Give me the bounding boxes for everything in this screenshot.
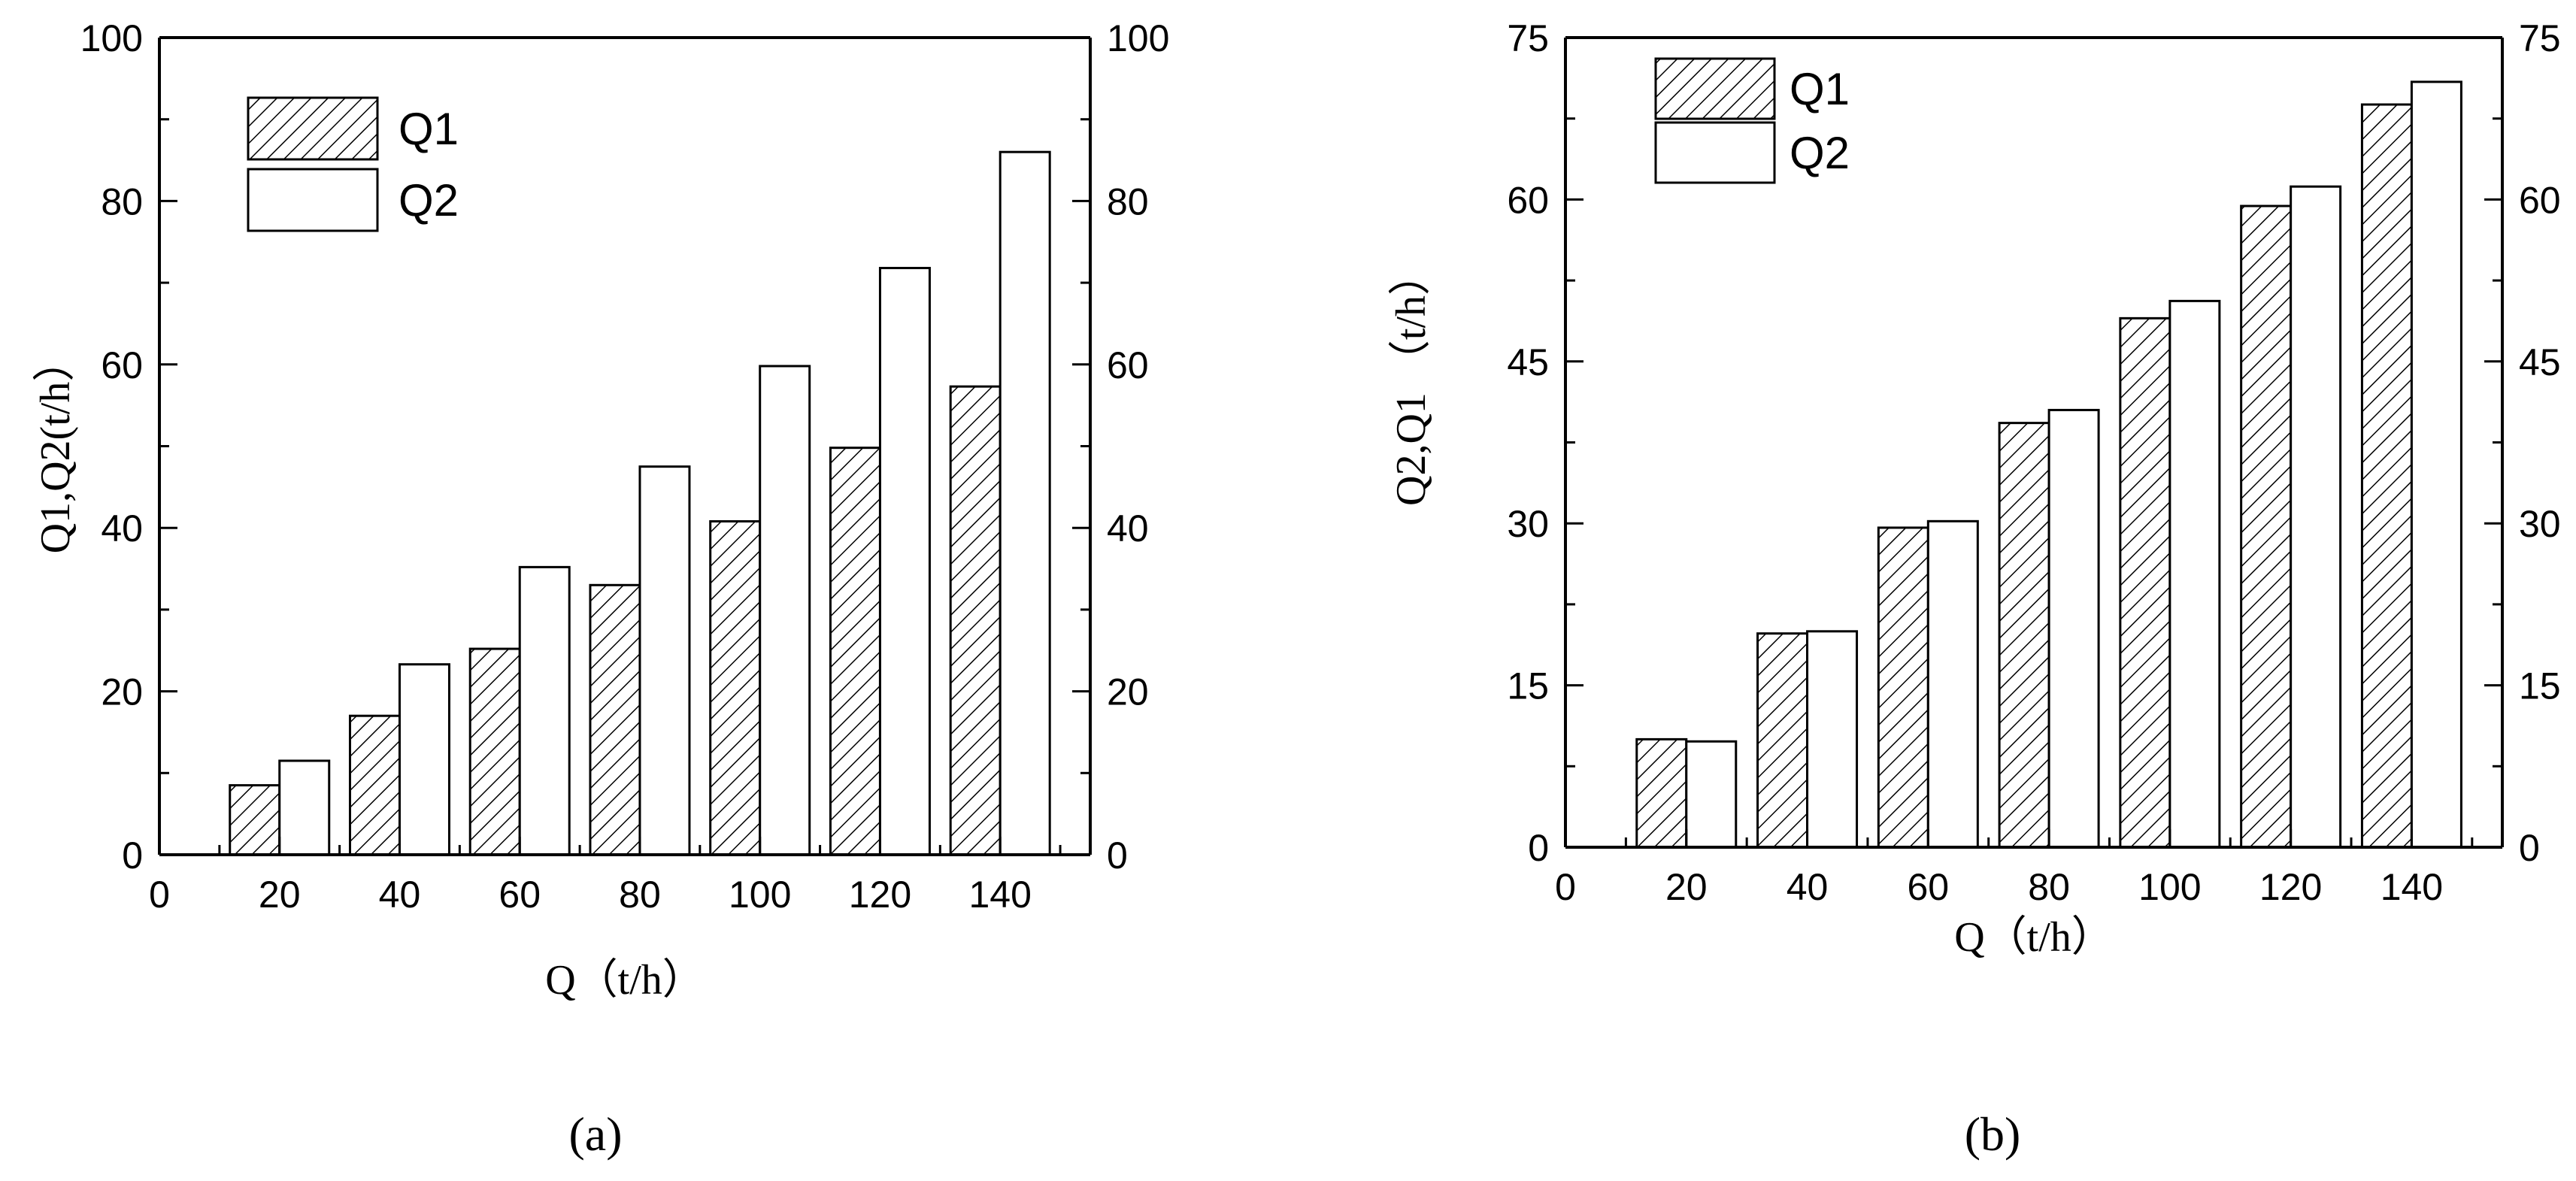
x-axis-label: Q（t/h） <box>1954 914 2114 961</box>
y-tick-label-right: 45 <box>2519 341 2561 383</box>
y-tick-label-left: 60 <box>101 344 143 386</box>
bar-q1-120 <box>829 447 881 856</box>
bar-q2-120 <box>878 267 931 856</box>
x-tick-label: 140 <box>2381 866 2443 908</box>
y-tick-label-left: 60 <box>1507 179 1549 221</box>
y-tick-label-right: 0 <box>2519 827 2540 869</box>
y-tick-label-left: 75 <box>1507 17 1549 59</box>
y-tick-label-right: 100 <box>1107 17 1169 59</box>
bar-q2-20 <box>1685 740 1738 849</box>
bar-q1-60 <box>468 647 521 856</box>
bar-q1-140 <box>949 385 1002 856</box>
y-axis-label: Q1,Q2(t/h） <box>32 340 79 554</box>
y-axis-label: Q2,Q1 （t/h） <box>1388 253 1435 506</box>
legend-label-q2: Q2 <box>399 175 459 226</box>
x-tick-label: 60 <box>1908 866 1950 908</box>
y-tick-label-left: 40 <box>101 507 143 550</box>
x-tick-label: 80 <box>2028 866 2070 908</box>
y-tick-label-right: 15 <box>2519 665 2561 707</box>
y-tick-label-right: 60 <box>2519 179 2561 221</box>
y-tick-label-left: 45 <box>1507 341 1549 383</box>
bar-q1-20 <box>1635 737 1688 849</box>
legend-label-q2: Q2 <box>1790 128 1850 178</box>
panel-label: (a) <box>568 1107 622 1161</box>
y-tick-label-left: 30 <box>1507 503 1549 545</box>
legend-label-q1: Q1 <box>399 104 459 154</box>
x-tick-label: 20 <box>1665 866 1708 908</box>
x-tick-label: 80 <box>619 874 661 916</box>
y-tick-label-right: 60 <box>1107 344 1149 386</box>
bar-q2-120 <box>2290 185 2342 849</box>
x-tick-label: 100 <box>729 874 791 916</box>
bar-q2-140 <box>999 150 1051 856</box>
y-tick-label-left: 15 <box>1507 665 1549 707</box>
y-tick-label-right: 0 <box>1107 834 1128 877</box>
bar-q1-140 <box>2360 103 2413 849</box>
legend-swatch-q2 <box>1654 121 1776 184</box>
bar-q2-140 <box>2410 80 2462 849</box>
legend-swatch-q2 <box>247 168 379 232</box>
bar-q1-120 <box>2240 204 2293 849</box>
x-tick-label: 40 <box>379 874 421 916</box>
y-tick-label-left: 0 <box>1528 827 1549 869</box>
bar-q2-80 <box>638 465 691 856</box>
x-tick-label: 120 <box>849 874 911 916</box>
bar-q1-40 <box>348 714 401 856</box>
x-tick-label: 20 <box>259 874 301 916</box>
x-tick-label: 60 <box>499 874 541 916</box>
x-axis-label: Q（t/h） <box>545 957 705 1004</box>
y-tick-label-right: 80 <box>1107 180 1149 223</box>
bar-q2-100 <box>2168 299 2221 849</box>
y-tick-label-right: 30 <box>2519 503 2561 545</box>
y-tick-label-left: 20 <box>101 671 143 713</box>
bar-q1-20 <box>229 784 281 856</box>
bar-q2-60 <box>518 565 571 856</box>
bar-q1-80 <box>1998 422 2050 849</box>
bar-q1-100 <box>709 520 762 856</box>
y-tick-label-left: 0 <box>122 834 143 877</box>
bar-q2-40 <box>398 663 450 856</box>
legend-swatch-q1 <box>1654 57 1776 120</box>
bar-q1-80 <box>589 583 641 856</box>
legend-label-q1: Q1 <box>1790 64 1850 114</box>
y-tick-label-left: 100 <box>80 17 143 59</box>
y-tick-label-right: 75 <box>2519 17 2561 59</box>
x-tick-label: 120 <box>2259 866 2322 908</box>
panel-label: (b) <box>1965 1107 2021 1161</box>
bar-q1-60 <box>1877 526 1929 849</box>
y-tick-label-left: 80 <box>101 180 143 223</box>
bar-q1-100 <box>2119 316 2171 849</box>
x-tick-label: 0 <box>1555 866 1576 908</box>
x-tick-label: 40 <box>1787 866 1829 908</box>
x-tick-label: 0 <box>149 874 170 916</box>
x-tick-label: 100 <box>2138 866 2201 908</box>
y-tick-label-right: 40 <box>1107 507 1149 550</box>
y-tick-label-right: 20 <box>1107 671 1149 713</box>
bar-q2-40 <box>1806 630 1859 849</box>
bar-q1-40 <box>1756 632 1809 849</box>
bar-q2-80 <box>2047 408 2100 849</box>
bar-q2-100 <box>759 365 811 856</box>
legend-swatch-q1 <box>247 96 379 161</box>
bar-q2-60 <box>1926 519 1979 849</box>
x-tick-label: 140 <box>968 874 1031 916</box>
bar-q2-20 <box>278 759 331 856</box>
